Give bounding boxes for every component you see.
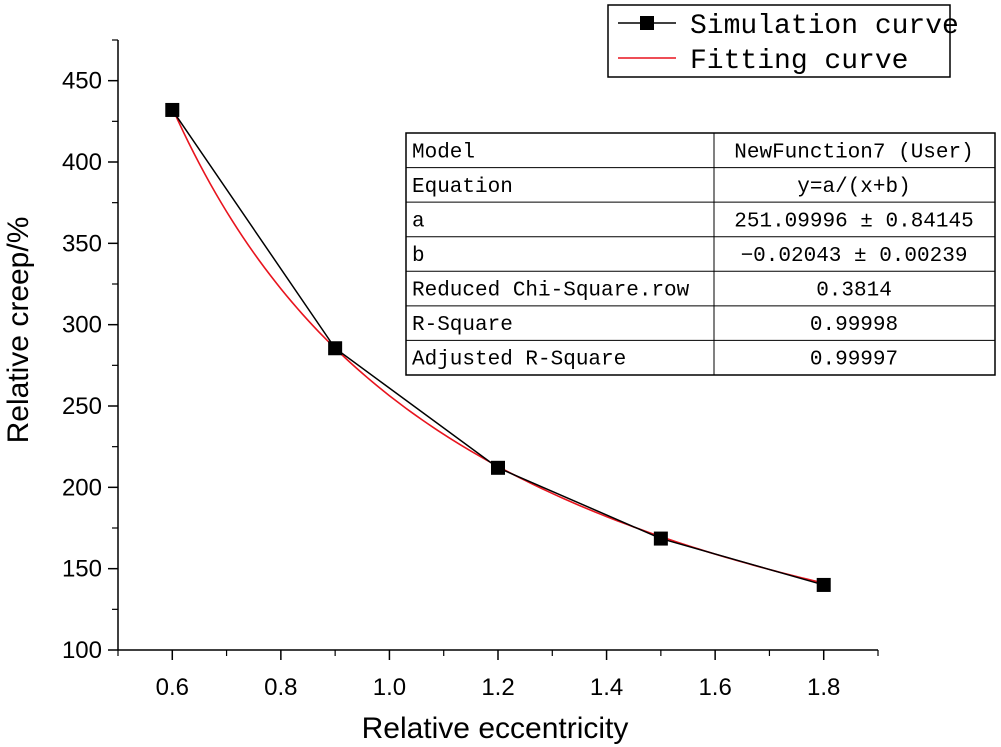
y-tick-label: 200 [62,474,102,501]
fit-table-value: 0.99997 [810,349,898,372]
simulation-point [165,102,180,117]
fit-table-label: a [412,210,425,233]
y-tick-label: 250 [62,393,102,420]
fit-table-value: 251.09996 ± 0.84145 [734,210,973,233]
legend-box [607,4,951,78]
fit-table-value: y=a/(x+b) [797,176,910,199]
y-tick-label: 300 [62,312,102,339]
fit-table-value: 0.99998 [810,314,898,337]
fit-table-label: Model [412,141,475,164]
fit-table: Model NewFunction7 (User) Equation y=a/(x+b… [405,132,996,376]
fit-table-value: NewFunction7 (User) [734,141,973,164]
y-tick-label: 400 [62,149,102,176]
x-tick-label: 1.4 [590,674,623,701]
simulation-point [653,531,668,546]
fit-table-value: 0.3814 [816,280,892,303]
simulation-point [491,460,505,475]
x-tick-label: 0.6 [156,674,189,701]
y-tick-label: 350 [62,230,102,257]
fit-table-rows: Model NewFunction7 (User) Equation y=a/(x+b… [406,141,995,372]
y-axis-title: Relative creep/% [2,217,35,444]
y-tick-label: 100 [62,637,102,664]
fit-table-value: −0.02043 ± 0.00239 [741,245,968,268]
simulation-point [328,341,343,356]
fit-table-label: R-Square [412,314,513,337]
legend-sim-label: Simulation curve [690,11,959,42]
simulation-point [816,577,831,592]
y-tick-label: 450 [62,68,102,95]
x-tick-label: 1.0 [373,674,406,701]
simulation-series-layer [165,102,831,592]
fit-table-label: Equation [412,176,513,199]
x-tick-label: 1.8 [807,674,840,701]
legend-sim-marker [640,16,654,30]
x-tick-label: 1.2 [481,674,514,701]
x-axis-title: Relative eccentricity [362,712,629,745]
fit-table-label: Reduced Chi-Square.row [412,280,690,303]
fit-table-border [405,132,996,376]
y-tick-label: 150 [62,556,102,583]
fit-table-label: Adjusted R-Square [412,349,626,372]
fit-table-label: b [412,245,425,268]
ticks: 0.6 0.8 1.0 1.2 1.4 1.6 1.8 100 150 200 250 300 350 4… [62,39,879,701]
legend-fit-label: Fitting curve [690,46,908,77]
x-tick-label: 0.8 [264,674,297,701]
legend: Simulation curve Fitting curve [607,4,959,78]
x-tick-label: 1.6 [698,674,731,701]
